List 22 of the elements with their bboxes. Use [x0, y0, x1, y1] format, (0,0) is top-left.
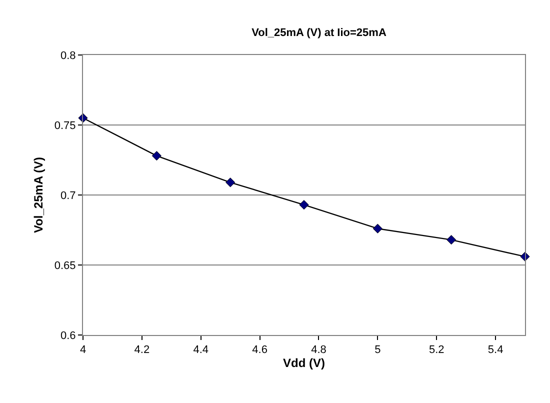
point [446, 235, 456, 245]
x-tick-label: 5 [374, 344, 381, 356]
y-tick-label: 0.6 [60, 330, 76, 342]
x-tick-label: 4.6 [252, 344, 268, 356]
point [299, 200, 309, 210]
x-tick-label: 4.2 [134, 344, 150, 356]
x-tick-label: 4.4 [193, 344, 209, 356]
x-tick-label: 5.2 [428, 344, 444, 356]
chart-title: Vol_25mA (V) at Iio=25mA [252, 26, 386, 39]
point [372, 224, 382, 234]
point [226, 178, 236, 188]
y-tick-label: 0.8 [60, 50, 76, 62]
y-tick-label: 0.75 [54, 120, 76, 132]
x-tick-label: 4.8 [311, 344, 326, 356]
point [152, 151, 162, 161]
point [78, 113, 88, 123]
y-tick-label: 0.65 [54, 260, 76, 272]
x-tick-label: 5.4 [488, 344, 504, 356]
x-axis-title: Vdd (V) [283, 356, 325, 370]
y-tick-label: 0.7 [60, 190, 76, 202]
x-tick-label: 4 [80, 344, 86, 356]
y-axis-title: Vol_25mA (V) [32, 156, 46, 234]
